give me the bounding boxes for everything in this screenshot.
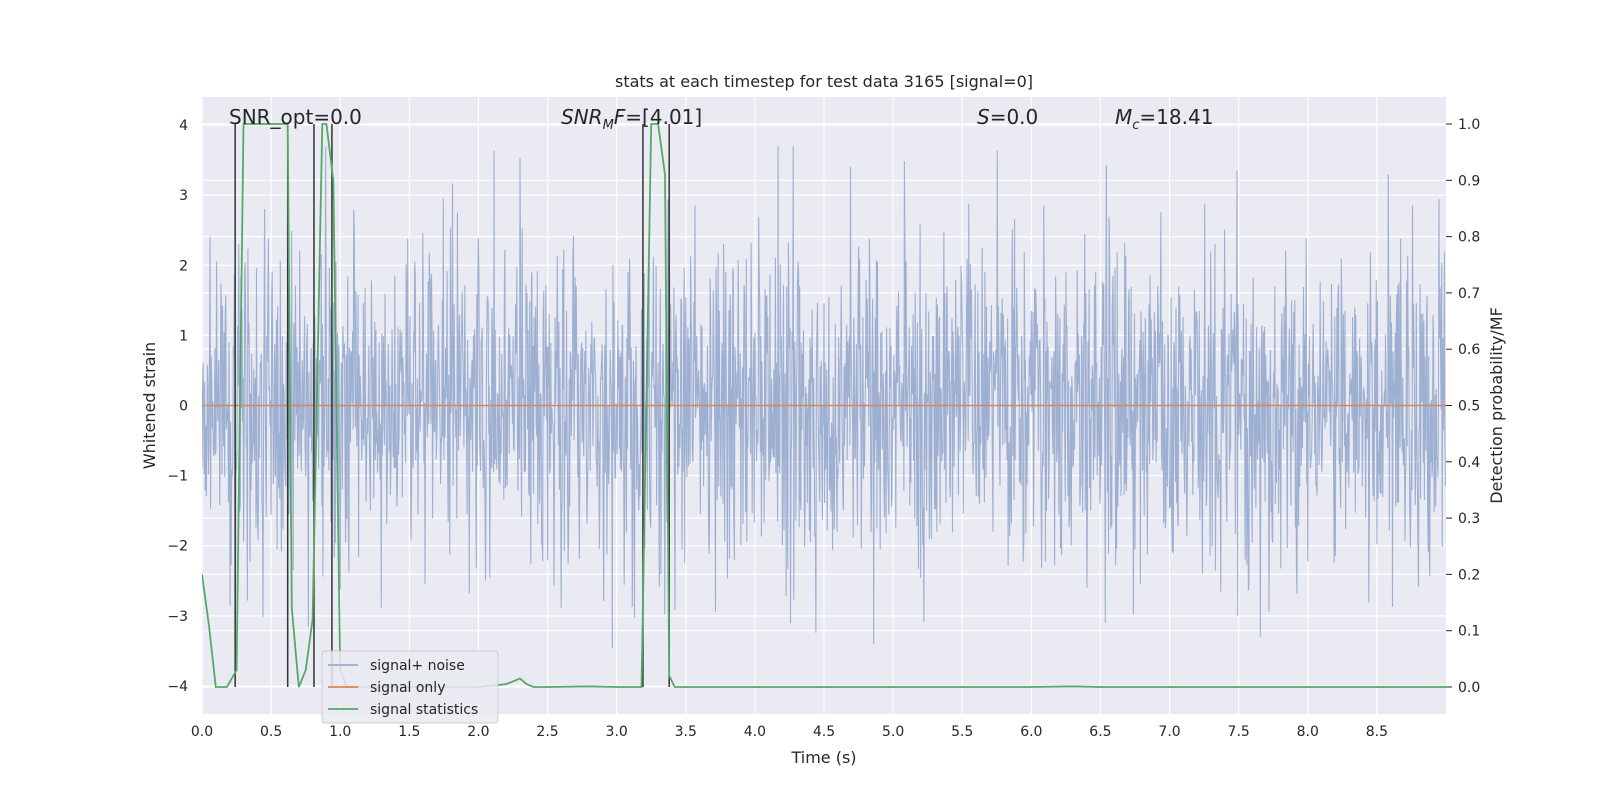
- y2-axis-label: Detection probability/MF: [1487, 307, 1506, 504]
- y-tick-label: 4: [179, 118, 188, 134]
- y-tick-label: 0: [179, 399, 188, 415]
- s-main: S: [977, 105, 990, 129]
- x-tick-label: 4.5: [813, 724, 835, 740]
- x-tick-label: 1.5: [398, 724, 420, 740]
- y2-tick-label: 0.5: [1458, 399, 1480, 415]
- legend-label: signal only: [370, 680, 445, 696]
- mc-sub: c: [1132, 118, 1139, 133]
- x-tick-label: 8.5: [1366, 724, 1388, 740]
- x-tick-label: 0.0: [191, 724, 213, 740]
- y-axis-label: Whitened strain: [140, 342, 159, 469]
- x-tick-label: 2.5: [536, 724, 558, 740]
- annotations: SNR_opt=0.0 SNRMF=[4.01] S=0.0 Mc=18.41: [229, 105, 1213, 133]
- x-tick-label: 8.0: [1297, 724, 1319, 740]
- y2-tick-label: 0.7: [1458, 286, 1480, 302]
- x-tick-label: 3.0: [606, 724, 628, 740]
- y2-tick-label: 0.8: [1458, 230, 1480, 246]
- y-tick-label: −3: [167, 609, 188, 625]
- x-tick-label: 6.5: [1089, 724, 1111, 740]
- y-tick-label: −2: [167, 539, 188, 555]
- legend-box: [321, 650, 499, 724]
- x-tick-label: 0.5: [260, 724, 282, 740]
- series-signal-statistics: [202, 123, 1446, 688]
- legend-label: signal statistics: [370, 702, 478, 718]
- legend-label: signal+ noise: [370, 658, 465, 674]
- y2-tick-label: 0.4: [1458, 455, 1480, 471]
- y2-tick-label: 0.3: [1458, 511, 1480, 527]
- x-tick-label: 7.0: [1158, 724, 1180, 740]
- annotation-snr-mf: SNRMF=[4.01]: [561, 105, 702, 133]
- x-axis-label: Time (s): [790, 748, 856, 767]
- x-tick-label: 5.5: [951, 724, 973, 740]
- chart-title: stats at each timestep for test data 316…: [615, 72, 1033, 91]
- y2-tick-label: 0.1: [1458, 624, 1480, 640]
- legend: signal+ noise signal only signal statistic…: [321, 650, 499, 724]
- x-tick-label: 3.5: [675, 724, 697, 740]
- plot-area: [202, 123, 1446, 688]
- mc-main: M: [1115, 105, 1132, 129]
- x-tick-label: 5.0: [882, 724, 904, 740]
- data-layer: [202, 123, 1446, 688]
- y-tick-label: −4: [167, 679, 188, 695]
- mc-rest: =18.41: [1139, 105, 1213, 129]
- s-rest: =0.0: [990, 105, 1039, 129]
- y2-tick-label: 0.2: [1458, 567, 1480, 583]
- y-tick-label: 2: [179, 258, 188, 274]
- y2-tick-label: 1.0: [1458, 117, 1480, 133]
- x-tick-label: 6.0: [1020, 724, 1042, 740]
- y-tick-label: −1: [167, 469, 188, 485]
- ticks: 0.0 0.5 1.0 1.5 2.0 2.5 3.0 3.5 4.0 4.5 5.0 5.5 6.0 6…: [167, 117, 1480, 740]
- x-tick-label: 4.0: [744, 724, 766, 740]
- x-tick-label: 1.0: [329, 724, 351, 740]
- snr-mf-f: F: [614, 105, 626, 129]
- y-tick-label: 1: [179, 328, 188, 344]
- y-tick-label: 3: [179, 188, 188, 204]
- series-signal-noise: [202, 146, 1446, 649]
- y2-tick-label: 0.6: [1458, 342, 1480, 358]
- x-tick-label: 7.5: [1228, 724, 1250, 740]
- snr-mf-value: =[4.01]: [625, 105, 702, 129]
- annotation-snr-opt: SNR_opt=0.0: [229, 105, 362, 129]
- annotation-s: S=0.0: [977, 105, 1038, 129]
- annotation-mc: Mc=18.41: [1115, 105, 1213, 133]
- snr-mf-sub: M: [603, 118, 614, 133]
- snr-mf-main: SNR: [561, 105, 603, 129]
- x-tick-label: 2.0: [467, 724, 489, 740]
- y2-tick-label: 0.0: [1458, 680, 1480, 696]
- y2-tick-label: 0.9: [1458, 173, 1480, 189]
